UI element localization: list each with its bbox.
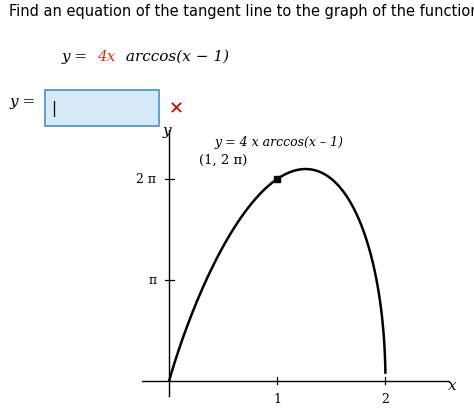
Text: π: π: [148, 274, 156, 287]
Text: x: x: [448, 379, 457, 393]
Text: y: y: [163, 124, 172, 137]
FancyBboxPatch shape: [45, 91, 159, 126]
Text: 2 π: 2 π: [136, 173, 156, 186]
Text: ✕: ✕: [168, 100, 183, 118]
Text: 1: 1: [273, 392, 282, 405]
Text: Find an equation of the tangent line to the graph of the function at the given p: Find an equation of the tangent line to …: [9, 4, 474, 19]
Text: y =: y =: [9, 95, 36, 109]
Text: |: |: [51, 101, 56, 117]
Text: 4x: 4x: [97, 50, 116, 64]
Text: 2: 2: [382, 392, 389, 405]
Text: y = 4 x arccos(x – 1): y = 4 x arccos(x – 1): [215, 135, 344, 148]
Text: y =: y =: [62, 50, 93, 64]
Text: arccos(x − 1): arccos(x − 1): [121, 50, 229, 64]
Text: (1, 2 π): (1, 2 π): [200, 153, 248, 166]
